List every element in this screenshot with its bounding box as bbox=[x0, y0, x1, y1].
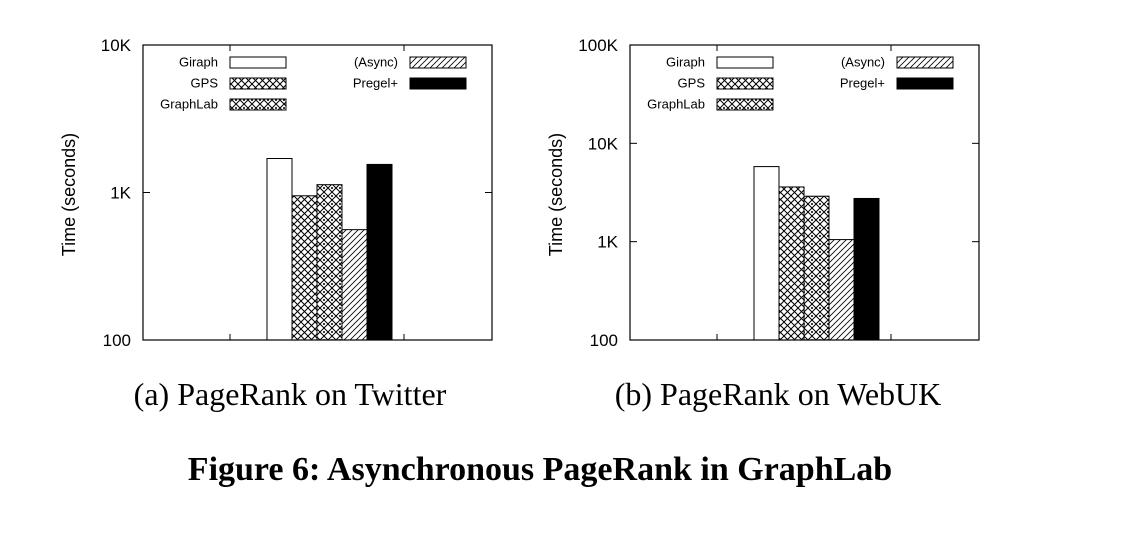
legend-swatch bbox=[896, 77, 954, 90]
legend-label: (Async) bbox=[841, 55, 885, 70]
legend-label: GPS bbox=[191, 76, 219, 91]
chart-panel-twitter: 100 1K 10K Time (seconds) Giraph GPS GraphLab (… bbox=[59, 36, 493, 412]
legend-entry-giraph: Giraph bbox=[179, 55, 287, 70]
legend-entry-async: (Async) bbox=[841, 55, 954, 70]
y-axis-label: Time (seconds) bbox=[59, 133, 79, 256]
y-tick-label: 100K bbox=[578, 36, 618, 55]
legend-swatch bbox=[716, 98, 774, 111]
bar-pregel bbox=[853, 197, 880, 341]
legend-swatch bbox=[896, 56, 954, 69]
subfigure-caption: (a) PageRank on Twitter bbox=[134, 376, 447, 412]
bar-pregel bbox=[366, 163, 393, 341]
subfigure-caption: (b) PageRank on WebUK bbox=[615, 376, 942, 412]
y-tick-label: 100 bbox=[590, 331, 618, 350]
legend-swatch bbox=[229, 56, 287, 69]
legend-label: Giraph bbox=[666, 55, 705, 70]
bar-gps bbox=[291, 195, 318, 341]
legend-entry-graphlab: GraphLab bbox=[160, 97, 287, 112]
y-tick-label: 100 bbox=[103, 331, 131, 350]
legend-swatch bbox=[716, 77, 774, 90]
y-tick-label: 10K bbox=[588, 134, 619, 153]
legend-swatch bbox=[229, 77, 287, 90]
legend-label: GraphLab bbox=[160, 97, 218, 112]
figure-title: Figure 6: Asynchronous PageRank in Graph… bbox=[188, 451, 892, 488]
bar-graphlab bbox=[803, 195, 830, 341]
bar-graphlab bbox=[316, 184, 343, 341]
legend-entry-gps: GPS bbox=[191, 76, 287, 91]
legend-entry-giraph: Giraph bbox=[666, 55, 774, 70]
legend-label: Pregel+ bbox=[840, 76, 885, 91]
y-tick-label: 1K bbox=[597, 233, 618, 252]
legend-label: GraphLab bbox=[647, 97, 705, 112]
legend-swatch bbox=[229, 98, 287, 111]
y-axis-label: Time (seconds) bbox=[546, 133, 566, 256]
legend-entry-pregel: Pregel+ bbox=[840, 76, 954, 91]
legend-swatch bbox=[409, 77, 467, 90]
legend-entry-async: (Async) bbox=[354, 55, 467, 70]
plot-frame bbox=[629, 44, 980, 341]
legend-label: (Async) bbox=[354, 55, 398, 70]
y-tick-label: 10K bbox=[101, 36, 132, 55]
legend-entry-pregel: Pregel+ bbox=[353, 76, 467, 91]
legend-swatch bbox=[409, 56, 467, 69]
bar-async bbox=[341, 229, 368, 341]
bar-async bbox=[828, 239, 855, 341]
y-tick-label: 1K bbox=[110, 184, 131, 203]
bar-giraph bbox=[266, 158, 293, 341]
bar-giraph bbox=[753, 166, 780, 341]
legend-label: GPS bbox=[678, 76, 706, 91]
bar-gps bbox=[778, 186, 805, 341]
legend-entry-gps: GPS bbox=[678, 76, 774, 91]
legend-entry-graphlab: GraphLab bbox=[647, 97, 774, 112]
legend-label: Pregel+ bbox=[353, 76, 398, 91]
legend-swatch bbox=[716, 56, 774, 69]
legend-label: Giraph bbox=[179, 55, 218, 70]
chart-panel-webuk: 100 1K 10K 100K Time (seconds) Giraph GPS Graph… bbox=[546, 36, 980, 412]
